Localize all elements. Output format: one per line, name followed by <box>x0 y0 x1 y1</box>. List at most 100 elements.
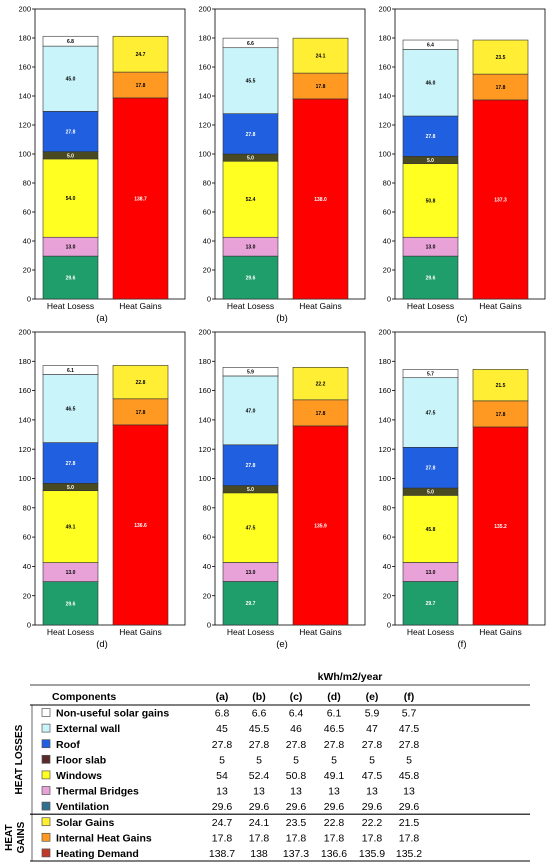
loss-value-label: 29.6 <box>246 276 256 282</box>
y-tick-label: 80 <box>383 503 391 512</box>
table-cell: 138 <box>250 848 268 860</box>
table-header-scenario: (e) <box>366 691 379 703</box>
loss-value-label: 27.8 <box>426 134 436 140</box>
y-tick-label: 100 <box>18 474 31 483</box>
table-cell: 27.8 <box>212 739 233 751</box>
loss-value-label: 13.0 <box>426 570 436 576</box>
loss-segment <box>402 255 459 300</box>
y-tick-label: 160 <box>198 386 211 395</box>
table-cell: 22.8 <box>324 817 345 829</box>
y-tick-label: 0 <box>387 295 391 304</box>
y-tick-label: 0 <box>207 295 211 304</box>
gain-segment <box>292 425 349 626</box>
loss-value-label: 5.0 <box>247 156 254 162</box>
table-row-name: Heating Demand <box>56 848 139 860</box>
chart-panel: 0 20 40 60 80 100 120 140 160 180 200 29.7 13.0 47.5 5… <box>198 328 366 650</box>
y-tick-label: 200 <box>198 5 211 14</box>
table-cell: 24.1 <box>249 817 270 829</box>
loss-segment <box>42 442 99 484</box>
y-tick-label: 100 <box>378 474 391 483</box>
y-tick-label: 40 <box>23 237 31 246</box>
loss-segment <box>402 49 459 117</box>
loss-value-label: 13.0 <box>246 570 256 576</box>
loss-value-label: 5.0 <box>67 153 74 159</box>
loss-segment <box>222 47 279 114</box>
table-cell: 50.8 <box>286 770 307 782</box>
gain-value-label: 22.2 <box>316 382 326 388</box>
y-tick-label: 120 <box>378 445 391 454</box>
y-tick-label: 140 <box>198 92 211 101</box>
gain-value-label: 24.7 <box>136 52 146 58</box>
loss-value-label: 6.6 <box>247 41 254 47</box>
loss-value-label: 54.0 <box>66 196 76 202</box>
table-cell: 47.5 <box>362 770 383 782</box>
table-row-name: Windows <box>56 770 102 782</box>
gain-segment <box>112 398 169 426</box>
loss-value-label: 50.8 <box>426 198 436 204</box>
y-tick-label: 160 <box>18 386 31 395</box>
y-tick-label: 140 <box>18 416 31 425</box>
table-cell: 17.8 <box>286 832 307 844</box>
loss-segment <box>42 255 99 300</box>
loss-value-label: 6.4 <box>427 43 434 49</box>
loss-value-label: 13.0 <box>246 245 256 251</box>
gain-value-label: 138.0 <box>314 197 327 203</box>
loss-value-label: 27.8 <box>66 461 76 467</box>
gain-segment <box>472 369 529 402</box>
loss-value-label: 5.0 <box>427 490 434 496</box>
gain-value-label: 138.7 <box>134 196 147 202</box>
table-row-name: Non-useful solar gains <box>56 708 169 720</box>
loss-value-label: 6.8 <box>67 39 74 45</box>
loss-value-label: 27.8 <box>66 130 76 136</box>
gain-segment <box>292 399 349 427</box>
table-row-name: Ventilation <box>56 801 109 813</box>
table-cell: 17.8 <box>324 832 345 844</box>
y-tick-label: 40 <box>203 237 211 246</box>
table-cell: 5 <box>331 754 337 766</box>
y-tick-label: 60 <box>23 208 31 217</box>
table-cell: 135.2 <box>396 848 422 860</box>
loss-value-label: 29.6 <box>426 276 436 282</box>
gain-segment <box>292 98 349 300</box>
y-tick-label: 0 <box>207 621 211 630</box>
table-cell: 29.6 <box>324 801 345 813</box>
y-tick-label: 80 <box>23 503 31 512</box>
legend-swatch <box>41 770 51 780</box>
table-row-name: External wall <box>56 723 120 735</box>
loss-value-label: 27.8 <box>246 132 256 138</box>
gain-value-label: 17.8 <box>496 85 506 91</box>
y-tick-label: 140 <box>198 416 211 425</box>
gain-value-label: 23.5 <box>496 55 506 61</box>
loss-value-label: 13.0 <box>66 245 76 251</box>
loss-value-label: 5.0 <box>67 485 74 491</box>
table-cell: 6.6 <box>252 708 267 720</box>
loss-value-label: 29.7 <box>246 601 256 607</box>
y-tick-label: 20 <box>203 591 211 600</box>
loss-value-label: 5.9 <box>247 370 254 376</box>
chart-panel: 0 20 40 60 80 100 120 140 160 180 200 29.6 13.0 54.0 5… <box>18 5 186 324</box>
y-tick-label: 40 <box>23 562 31 571</box>
table-group-label: HEAT LOSSES <box>14 724 25 794</box>
table-cell: 27.8 <box>399 739 420 751</box>
loss-segment <box>222 37 279 49</box>
table-cell: 5 <box>406 754 412 766</box>
panel-label: (d) <box>96 639 108 650</box>
loss-segment <box>222 113 279 155</box>
y-tick-label: 20 <box>23 266 31 275</box>
y-tick-label: 120 <box>198 121 211 130</box>
y-tick-label: 160 <box>18 63 31 72</box>
table-row-name: Internal Heat Gains <box>56 832 152 844</box>
y-tick-label: 140 <box>18 92 31 101</box>
y-tick-label: 200 <box>378 5 391 14</box>
table-cell: 45.8 <box>399 770 420 782</box>
x-category-label: Heat Gains <box>299 301 342 311</box>
table-row-name: Thermal Bridges <box>56 786 139 798</box>
panel-label: (e) <box>276 639 288 650</box>
legend-swatch <box>41 801 51 811</box>
loss-segment <box>42 490 99 563</box>
table-cell: 29.6 <box>212 801 233 813</box>
gain-value-label: 22.8 <box>136 380 146 386</box>
y-tick-label: 200 <box>18 5 31 14</box>
legend-swatch <box>41 739 51 749</box>
chart-panel: 0 20 40 60 80 100 120 140 160 180 200 29.7 13.0 45.8 5… <box>378 328 546 650</box>
